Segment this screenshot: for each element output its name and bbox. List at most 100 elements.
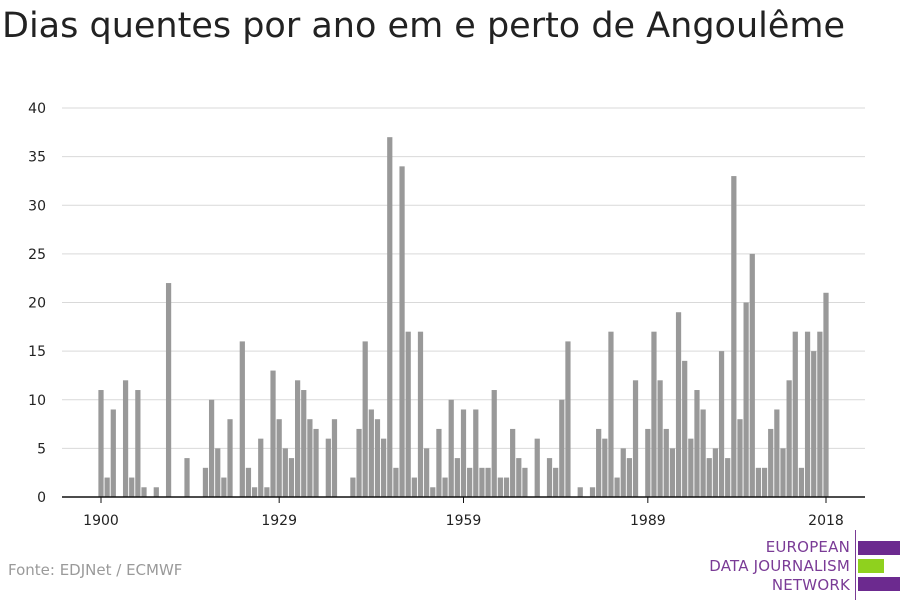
bar-2010 (774, 409, 780, 497)
bar-1999 (706, 458, 712, 497)
bar-1962 (479, 467, 485, 497)
bar-1943 (362, 341, 368, 497)
chart-title: Dias quentes por ano em e perto de Angou… (2, 6, 846, 46)
y-tick-label: 20 (28, 296, 46, 312)
bar-1932 (294, 380, 301, 497)
bar-2017 (817, 331, 823, 497)
bar-1909 (153, 487, 159, 497)
bar-1957 (448, 399, 454, 497)
y-tick-label: 35 (28, 150, 46, 166)
bar-1961 (473, 409, 479, 497)
bar-1923 (239, 341, 245, 497)
bar-1933 (301, 390, 307, 497)
bar-1994 (675, 312, 682, 497)
bar-1902 (110, 409, 116, 497)
bar-1921 (227, 419, 233, 497)
x-tick-label: 1959 (446, 513, 482, 529)
bar-1959 (460, 409, 467, 497)
bar-1973 (546, 458, 553, 497)
logo-line-2: DATA JOURNALISM (709, 557, 850, 575)
bar-1914 (184, 458, 190, 497)
logo-bar-top (858, 541, 900, 555)
bar-1965 (497, 477, 503, 497)
y-tick-label: 15 (28, 344, 46, 360)
bar-1919 (215, 448, 221, 497)
bar-1968 (516, 458, 522, 497)
bar-1926 (258, 438, 264, 497)
bar-1934 (307, 419, 313, 497)
bar-2004 (737, 419, 743, 497)
bar-1946 (381, 438, 387, 497)
bar-2003 (731, 176, 737, 497)
logo-divider (855, 530, 856, 600)
bar-1937 (325, 438, 331, 497)
bar-2007 (755, 467, 762, 497)
bar-1950 (405, 331, 411, 497)
y-axis-ticks: 0 5 10 15 20 25 30 35 40 (28, 101, 46, 506)
bar-1987 (632, 380, 639, 497)
x-tick-label: 1989 (630, 513, 666, 529)
bar-1955 (436, 428, 442, 497)
bar-1954 (430, 487, 436, 497)
bar-1947 (387, 137, 393, 498)
bar-1931 (288, 458, 295, 497)
bar-1963 (485, 467, 491, 497)
bar-1918 (208, 399, 215, 497)
bar-1956 (442, 477, 448, 497)
bar-1917 (202, 467, 209, 497)
bar-1907 (141, 487, 147, 497)
bar-1941 (350, 477, 356, 497)
bar-1958 (454, 458, 460, 497)
bar-1938 (331, 419, 338, 497)
bar-1993 (669, 448, 676, 497)
bar-1901 (104, 477, 110, 497)
bar-1989 (645, 428, 651, 497)
bar-1948 (393, 467, 399, 497)
y-tick-label: 40 (28, 101, 46, 117)
y-tick-label: 5 (37, 441, 46, 457)
bar-1906 (135, 390, 141, 497)
x-tick-label: 1900 (83, 513, 119, 529)
bar-2006 (749, 253, 755, 497)
bar-1960 (467, 467, 473, 497)
bar-2013 (792, 331, 798, 497)
bar-2001 (718, 351, 725, 497)
bar-2002 (725, 458, 731, 497)
bar-2000 (712, 448, 719, 497)
bar-1974 (553, 467, 559, 497)
bar-1952 (417, 331, 424, 497)
bar-1967 (510, 428, 516, 497)
edjnet-logo: EUROPEAN DATA JOURNALISM NETWORK (700, 530, 900, 600)
bar-1990 (651, 331, 657, 497)
bar-1986 (626, 458, 633, 497)
logo-bar-bottom (858, 577, 900, 591)
y-tick-label: 10 (28, 393, 46, 409)
bar-1983 (608, 331, 614, 497)
bar-1975 (559, 399, 565, 497)
bar-2015 (804, 331, 811, 497)
bar-1998 (700, 409, 706, 497)
bar-1929 (276, 419, 282, 497)
bar-1911 (165, 283, 172, 497)
bar-1980 (589, 487, 596, 497)
bar-1991 (657, 380, 663, 497)
bar-1971 (534, 438, 540, 497)
bar-1905 (129, 477, 135, 497)
bar-1997 (694, 390, 700, 497)
bar-2018 (823, 292, 829, 497)
bar-1927 (264, 487, 270, 497)
bar-1985 (620, 448, 626, 497)
bar-1992 (663, 428, 669, 497)
bar-2016 (811, 351, 817, 497)
bar-1920 (221, 477, 227, 497)
bars (98, 137, 829, 498)
bar-1996 (688, 438, 694, 497)
bar-1925 (251, 487, 258, 497)
x-tick-label: 1929 (261, 513, 297, 529)
bar-1969 (522, 467, 528, 497)
bar-2005 (743, 302, 749, 497)
bar-1984 (614, 477, 620, 497)
bar-1949 (399, 166, 405, 497)
bar-2008 (761, 467, 768, 497)
